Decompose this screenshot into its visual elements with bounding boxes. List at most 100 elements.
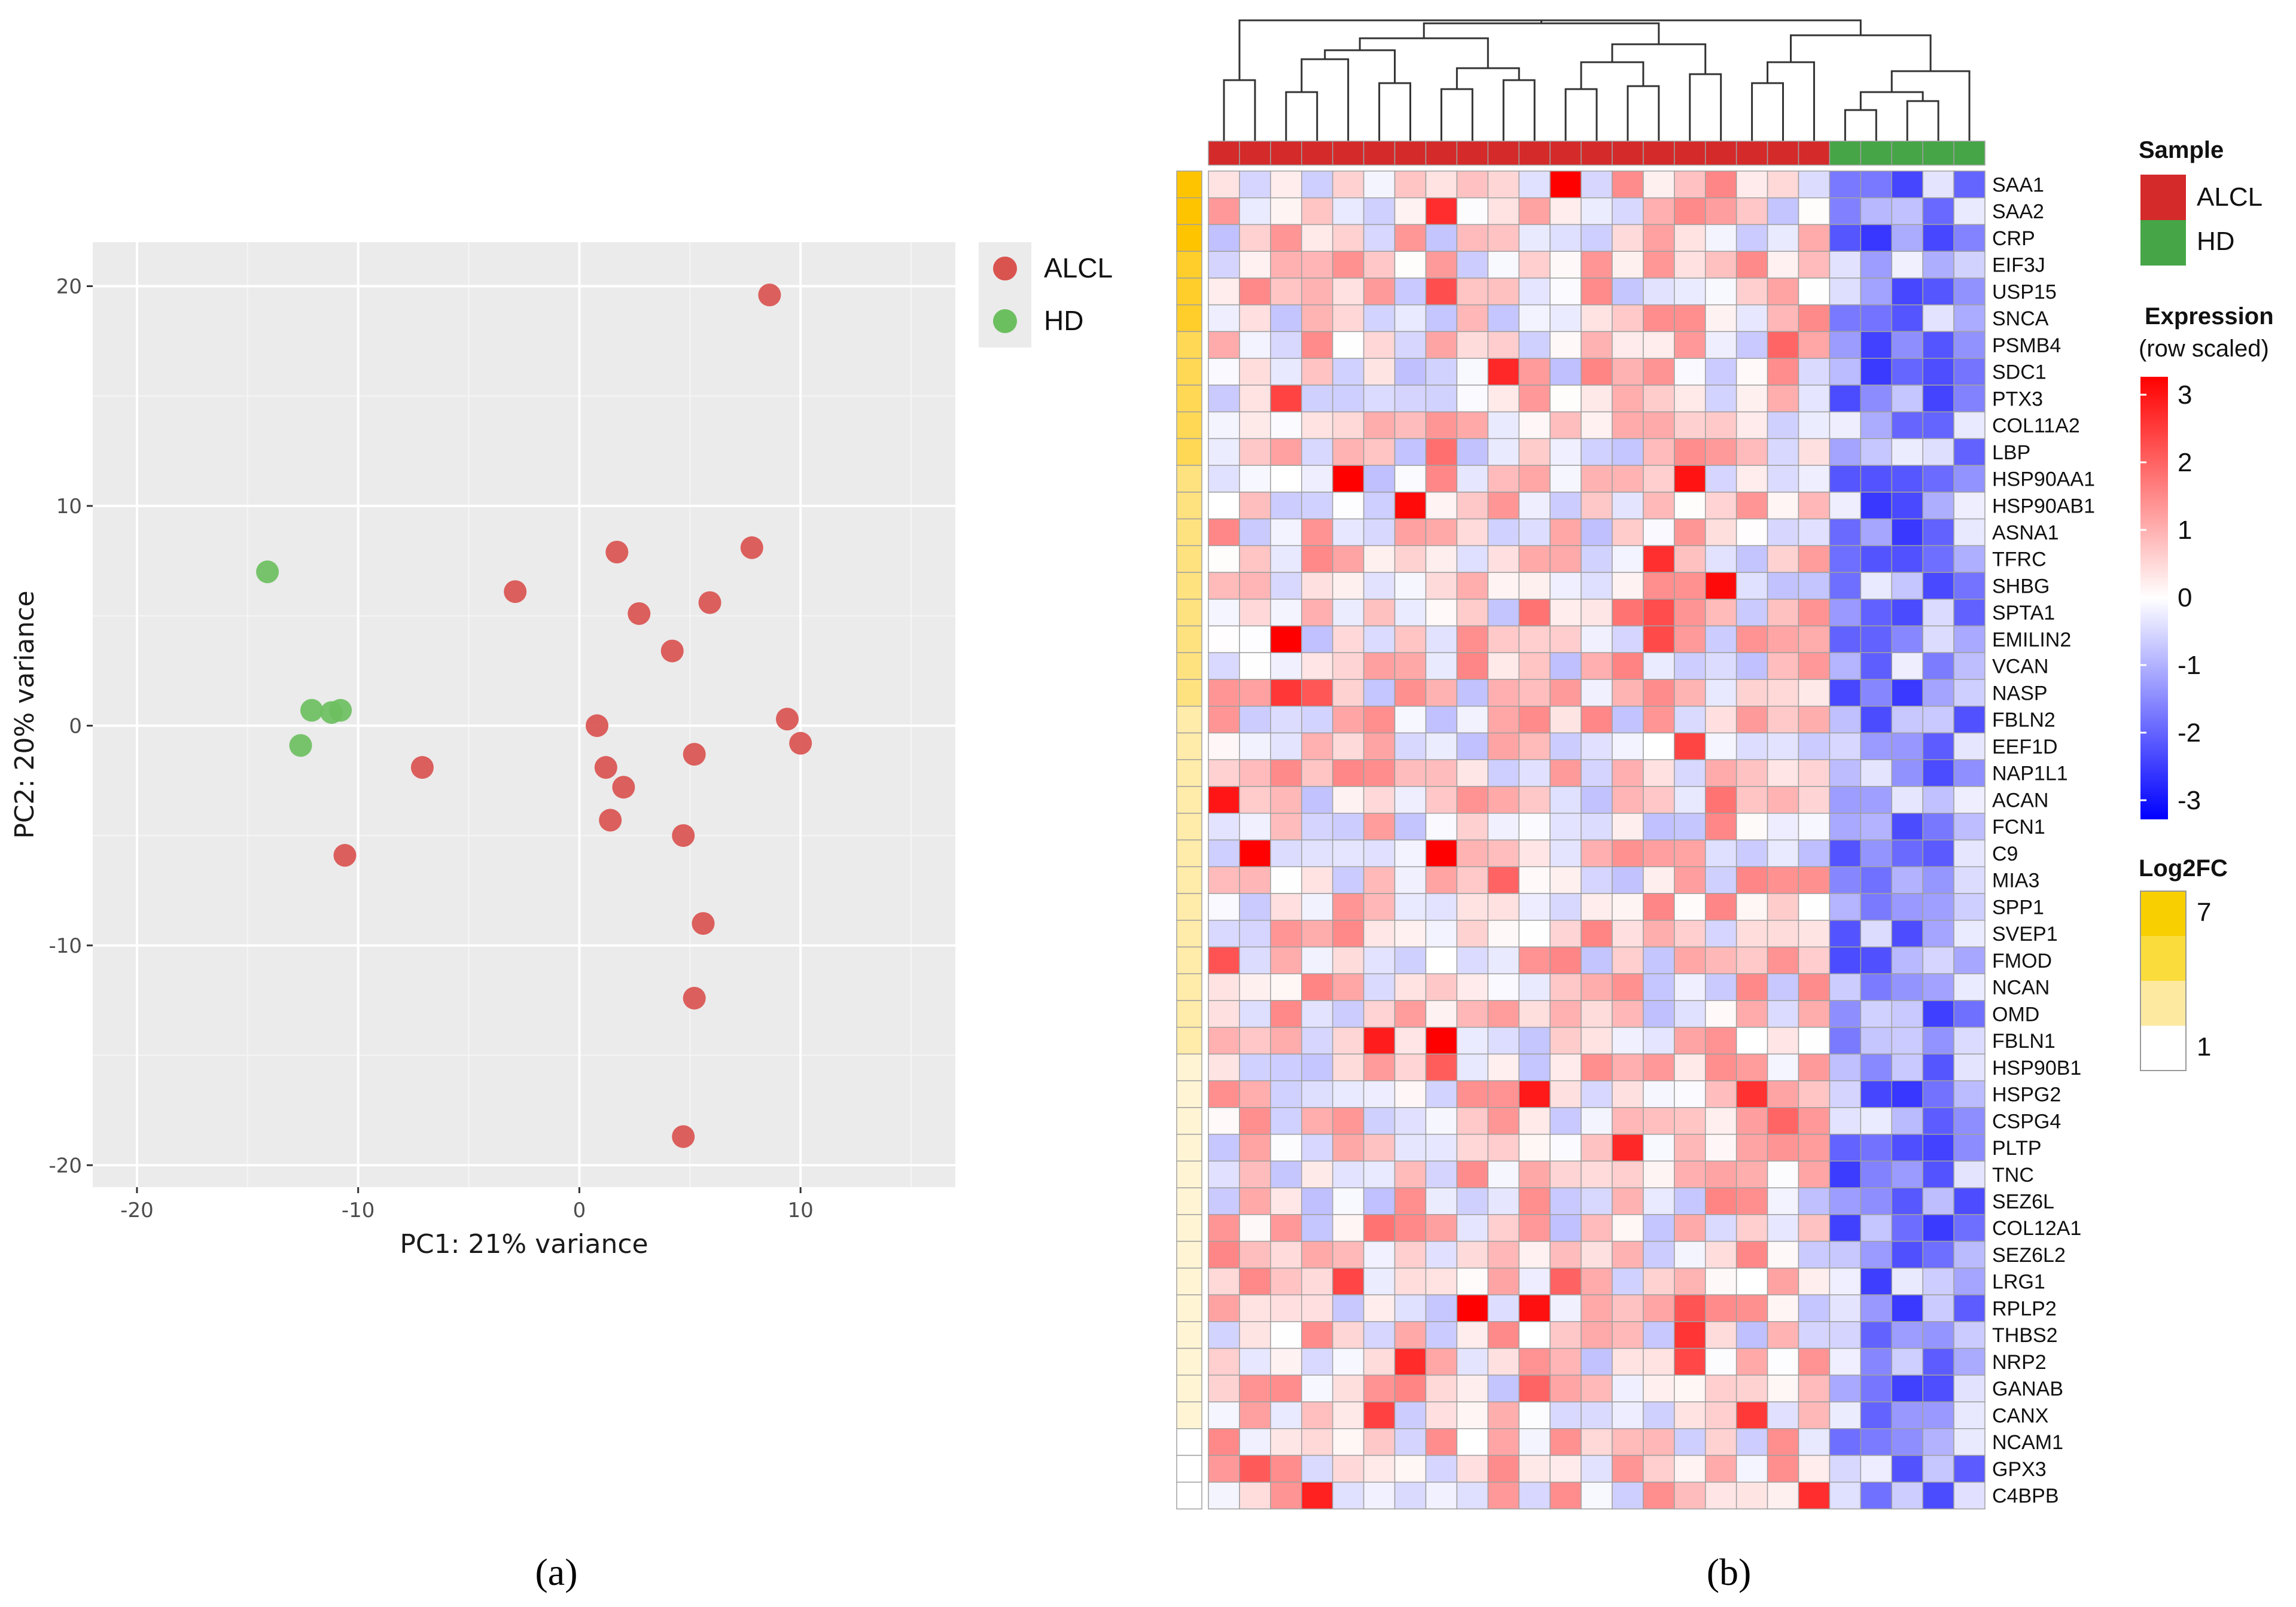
heatmap-cell xyxy=(1581,679,1613,707)
heatmap-cell xyxy=(1798,1000,1831,1028)
heatmap-cell xyxy=(1270,652,1302,680)
heatmap-cell xyxy=(1735,786,1768,814)
heatmap-cell xyxy=(1208,545,1240,573)
heatmap-cell xyxy=(1891,839,1923,867)
heatmap-cell xyxy=(1829,1347,1862,1376)
heatmap-cell xyxy=(1798,1240,1831,1269)
heatmap-cell xyxy=(1922,706,1954,734)
log2fc-annotation-column xyxy=(1176,170,1202,1510)
heatmap-cell xyxy=(1487,599,1519,627)
heatmap-cell xyxy=(1767,278,1799,306)
heatmap-cell xyxy=(1487,813,1519,841)
heatmap-cell xyxy=(1270,278,1302,306)
heatmap-cell xyxy=(1425,1428,1458,1456)
heatmap-cell xyxy=(1270,1294,1302,1322)
heatmap-cell xyxy=(1208,652,1240,680)
heatmap-cell xyxy=(1581,224,1613,252)
heatmap-cell xyxy=(1332,465,1365,493)
heatmap-cell xyxy=(1425,866,1458,894)
heatmap-cell xyxy=(1704,652,1737,680)
heatmap-cell xyxy=(1332,385,1365,413)
heatmap-cell xyxy=(1487,197,1519,225)
gene-label: SEZ6L xyxy=(1992,1190,2054,1213)
heatmap-cell xyxy=(1953,278,1986,306)
legend-hd-label: HD xyxy=(1044,305,1083,336)
heatmap-cell xyxy=(1953,492,1986,520)
heatmap-cell xyxy=(1674,385,1706,413)
log2fc-cell xyxy=(1176,1321,1202,1349)
heatmap-cell xyxy=(1456,278,1489,306)
point-alcl xyxy=(692,912,715,935)
heatmap-cell xyxy=(1239,1321,1271,1349)
heatmap-cell xyxy=(1643,411,1675,440)
gene-label: SEZ6L2 xyxy=(1992,1244,2066,1267)
point-alcl xyxy=(660,639,684,663)
heatmap-cell xyxy=(1239,251,1271,279)
heatmap-cell xyxy=(1581,973,1613,1001)
sample-annotation-cell xyxy=(1860,141,1892,166)
log2fc-cell xyxy=(1176,1481,1202,1510)
heatmap-cell xyxy=(1891,599,1923,627)
gene-label: TNC xyxy=(1992,1164,2034,1187)
heatmap-cell xyxy=(1332,1240,1365,1269)
heatmap-cell xyxy=(1829,197,1862,225)
heatmap-cell xyxy=(1643,946,1675,974)
heatmap-cell xyxy=(1953,625,1986,654)
heatmap-cell xyxy=(1798,1294,1831,1322)
heatmap-cell xyxy=(1767,465,1799,493)
heatmap-cell xyxy=(1953,1401,1986,1429)
heatmap-cell xyxy=(1518,839,1551,867)
heatmap-cell xyxy=(1270,1160,1302,1188)
log2fc-cell xyxy=(1176,1454,1202,1483)
heatmap-cell xyxy=(1208,893,1240,921)
heatmap-cell xyxy=(1704,732,1737,761)
heatmap-cell xyxy=(1953,839,1986,867)
heatmap-cell xyxy=(1735,411,1768,440)
gene-label: SPP1 xyxy=(1992,896,2044,919)
heatmap-cell xyxy=(1239,599,1271,627)
heatmap-cell xyxy=(1735,1026,1768,1055)
heatmap-cell xyxy=(1922,572,1954,600)
heatmap-cell xyxy=(1301,759,1333,787)
heatmap-cell xyxy=(1581,652,1613,680)
heatmap-cell xyxy=(1301,1481,1333,1510)
heatmap-cell xyxy=(1581,706,1613,734)
heatmap-cell xyxy=(1270,599,1302,627)
heatmap-cell xyxy=(1456,465,1489,493)
legend-log2fc-colorbar: 71 xyxy=(2140,891,2211,1071)
heatmap-cell xyxy=(1208,1454,1240,1483)
point-hd xyxy=(256,560,279,584)
heatmap-cell xyxy=(1798,465,1831,493)
heatmap-cell xyxy=(1798,438,1831,466)
gene-label: THBS2 xyxy=(1992,1324,2058,1347)
heatmap-cell xyxy=(1394,1107,1427,1135)
heatmap-cell xyxy=(1643,385,1675,413)
heatmap-cell xyxy=(1363,251,1396,279)
heatmap-cell xyxy=(1208,358,1240,386)
x-tick-label: 10 xyxy=(788,1199,814,1222)
sample-annotation-cell xyxy=(1301,141,1333,166)
heatmap-cell xyxy=(1735,572,1768,600)
heatmap-cell xyxy=(1922,1160,1954,1188)
heatmap-cell xyxy=(1953,438,1986,466)
sample-annotation-cell xyxy=(1239,141,1271,166)
heatmap-cell xyxy=(1332,1267,1365,1295)
heatmap-cell xyxy=(1456,1000,1489,1028)
heatmap-cell xyxy=(1487,1133,1519,1162)
heatmap-cell xyxy=(1394,1160,1427,1188)
heatmap-cell xyxy=(1891,465,1923,493)
sample-annotation-cell xyxy=(1767,141,1799,166)
heatmap-cell xyxy=(1394,278,1427,306)
heatmap-cell xyxy=(1456,679,1489,707)
heatmap-cell xyxy=(1798,1080,1831,1108)
x-tick-label: -10 xyxy=(342,1199,375,1222)
heatmap-cell xyxy=(1270,1267,1302,1295)
dendrogram-branch xyxy=(1378,82,1411,141)
heatmap-cell xyxy=(1518,438,1551,466)
heatmap-cell xyxy=(1270,759,1302,787)
heatmap-cell xyxy=(1829,518,1862,547)
dendrogram-branch xyxy=(1580,61,1645,89)
heatmap-cell xyxy=(1549,1214,1582,1242)
heatmap-cell xyxy=(1487,251,1519,279)
heatmap-cell xyxy=(1860,1133,1892,1162)
